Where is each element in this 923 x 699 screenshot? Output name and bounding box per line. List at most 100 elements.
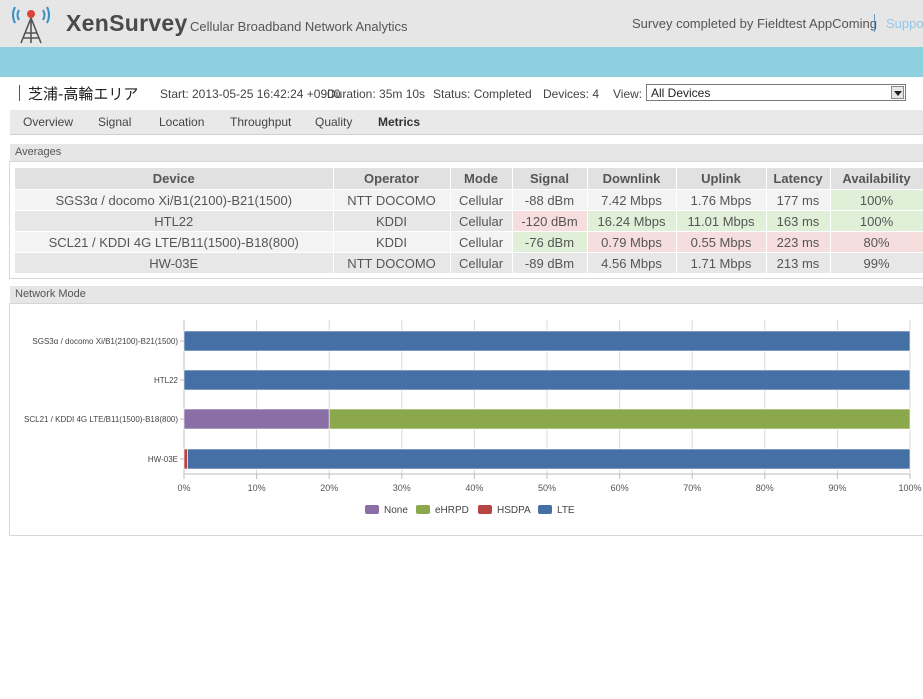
status: Status: Completed: [433, 87, 532, 101]
cell-mode: Cellular: [450, 252, 513, 273]
averages-panel-title: Averages: [10, 144, 923, 162]
cell-downlink: 0.79 Mbps: [587, 231, 677, 253]
header-separator: [874, 14, 875, 32]
app-header: XenSurvey Cellular Broadband Network Ana…: [0, 0, 923, 47]
tab-signal[interactable]: Signal: [98, 115, 132, 129]
bar-segment-lte: [183, 369, 911, 391]
legend-swatch: [538, 505, 552, 514]
start-time: Start: 2013-05-25 16:42:24 +0900: [160, 87, 341, 101]
cell-availability: 100%: [830, 210, 923, 232]
network-mode-panel: [9, 303, 923, 536]
cell-latency: 163 ms: [766, 210, 831, 232]
y-tick-label: HTL22: [154, 376, 179, 385]
cell-signal: -76 dBm: [512, 231, 588, 253]
cell-downlink: 16.24 Mbps: [587, 210, 677, 232]
accent-bar: [0, 47, 923, 77]
tagline: Cellular Broadband Network Analytics: [190, 19, 408, 34]
cell-mode: Cellular: [450, 231, 513, 253]
tab-bar: Overview Signal Location Throughput Qual…: [10, 110, 923, 135]
tab-location[interactable]: Location: [159, 115, 205, 129]
col-header-mode[interactable]: Mode: [450, 168, 513, 190]
x-tick-label: 90%: [828, 483, 846, 493]
tab-overview[interactable]: Overview: [23, 115, 74, 129]
cell-mode: Cellular: [450, 210, 513, 232]
cell-signal: -89 dBm: [512, 252, 588, 273]
tab-throughput[interactable]: Throughput: [230, 115, 292, 129]
legend-item-ehrpd[interactable]: eHRPD: [416, 505, 469, 516]
table-row: HTL22 KDDI Cellular -120 dBm 16.24 Mbps …: [15, 210, 923, 232]
x-tick-label: 20%: [320, 483, 338, 493]
table-row: SCL21 / KDDI 4G LTE/B11(1500)-B18(800) K…: [15, 231, 923, 253]
brand-name: XenSurvey: [66, 10, 188, 36]
network-mode-title: Network Mode: [15, 288, 86, 300]
tab-quality[interactable]: Quality: [315, 115, 353, 129]
cell-mode: Cellular: [450, 189, 513, 211]
cell-operator: NTT DOCOMO: [333, 189, 451, 211]
area-name: 芝浦-高輪エリア: [28, 85, 139, 103]
cell-device: HTL22: [15, 210, 334, 232]
survey-info-row: 芝浦-高輪エリア Start: 2013-05-25 16:42:24 +090…: [0, 82, 923, 106]
cell-uplink: 0.55 Mbps: [676, 231, 767, 253]
survey-by: Survey completed by Fieldtest AppComing: [632, 16, 877, 31]
cell-device: SCL21 / KDDI 4G LTE/B11(1500)-B18(800): [15, 231, 334, 253]
cell-uplink: 1.71 Mbps: [676, 252, 767, 273]
cell-uplink: 11.01 Mbps: [676, 210, 767, 232]
col-header-availability[interactable]: Availability: [830, 168, 923, 190]
y-tick-label: HW-03E: [148, 455, 178, 464]
cell-downlink: 4.56 Mbps: [587, 252, 677, 273]
cell-latency: 213 ms: [766, 252, 831, 273]
legend-label: None: [384, 505, 408, 516]
legend-item-none[interactable]: None: [365, 505, 408, 516]
legend-swatch: [365, 505, 379, 514]
legend-swatch: [416, 505, 430, 514]
legend-label: HSDPA: [497, 505, 531, 516]
averages-panel: [9, 161, 923, 279]
view-label: View:: [613, 87, 643, 101]
cell-downlink: 7.42 Mbps: [587, 189, 677, 211]
cell-availability: 80%: [830, 231, 923, 253]
tab-metrics[interactable]: Metrics: [378, 115, 421, 129]
cell-signal: -120 dBm: [512, 210, 588, 232]
x-tick-label: 100%: [898, 483, 921, 493]
legend-item-hsdpa[interactable]: HSDPA: [478, 505, 531, 516]
averages-table: Device Operator Mode Signal Downlink Upl…: [15, 168, 923, 273]
bar-segment-none: [183, 408, 330, 430]
cell-latency: 223 ms: [766, 231, 831, 253]
bar-segment-lte: [187, 448, 911, 470]
col-header-operator[interactable]: Operator: [333, 168, 451, 190]
view-select[interactable]: All Devices: [646, 84, 906, 101]
x-tick-label: 0%: [177, 483, 190, 493]
x-tick-label: 30%: [393, 483, 411, 493]
device-count: Devices: 4: [543, 87, 600, 101]
view-select-value: All Devices: [651, 86, 711, 100]
x-tick-label: 10%: [248, 483, 266, 493]
col-header-device[interactable]: Device: [15, 168, 334, 190]
x-tick-label: 60%: [611, 483, 629, 493]
chevron-down-icon[interactable]: [891, 86, 904, 99]
network-mode-chart: 0% 10% 20% 30% 40% 50% 60% 70% 80% 90% 100% SGS3α /…: [24, 320, 922, 493]
averages-title: Averages: [15, 146, 62, 158]
legend-item-lte[interactable]: LTE: [538, 505, 575, 516]
col-header-uplink[interactable]: Uplink: [676, 168, 767, 190]
cell-availability: 100%: [830, 189, 923, 211]
cell-device: HW-03E: [15, 252, 334, 273]
col-header-signal[interactable]: Signal: [512, 168, 588, 190]
x-tick-label: 80%: [756, 483, 774, 493]
col-header-latency[interactable]: Latency: [766, 168, 831, 190]
x-tick-label: 70%: [683, 483, 701, 493]
legend-swatch: [478, 505, 492, 514]
table-header-row: Device Operator Mode Signal Downlink Upl…: [15, 168, 923, 190]
bar-segment-hsdpa: [183, 448, 188, 470]
bar-segment-ehrpd: [328, 408, 911, 430]
network-mode-panel-title: Network Mode: [10, 286, 923, 304]
support-link[interactable]: Support: [886, 16, 923, 31]
antenna-tower-icon: [12, 6, 50, 44]
col-header-downlink[interactable]: Downlink: [587, 168, 677, 190]
duration: Duration: 35m 10s: [327, 87, 426, 101]
cell-latency: 177 ms: [766, 189, 831, 211]
cell-device: SGS3α / docomo Xi/B1(2100)-B21(1500): [15, 189, 334, 211]
cell-signal: -88 dBm: [512, 189, 588, 211]
x-tick-label: 50%: [538, 483, 556, 493]
table-row: SGS3α / docomo Xi/B1(2100)-B21(1500) NTT…: [15, 189, 923, 211]
x-tick-label: 40%: [465, 483, 483, 493]
